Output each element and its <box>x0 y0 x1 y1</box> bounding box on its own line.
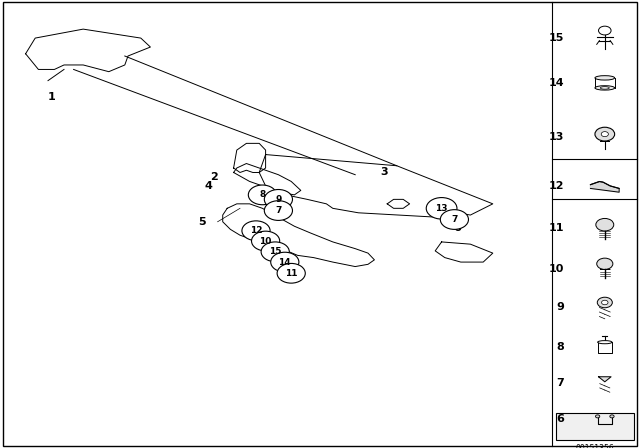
Ellipse shape <box>595 76 614 80</box>
Ellipse shape <box>598 340 612 344</box>
Ellipse shape <box>595 86 614 90</box>
Circle shape <box>252 231 280 251</box>
Text: 8: 8 <box>557 342 564 352</box>
Text: 10: 10 <box>549 264 564 274</box>
Bar <box>556 413 634 440</box>
Circle shape <box>426 198 457 219</box>
Text: 00151356: 00151356 <box>575 444 614 448</box>
Text: 6: 6 <box>454 224 461 233</box>
Text: 12: 12 <box>549 181 564 191</box>
Text: 4: 4 <box>204 181 212 191</box>
Circle shape <box>248 185 276 205</box>
Text: 9: 9 <box>557 302 564 312</box>
Circle shape <box>596 219 614 231</box>
Text: 7: 7 <box>557 378 564 388</box>
Text: 13: 13 <box>549 132 564 142</box>
Circle shape <box>610 415 614 418</box>
Circle shape <box>261 242 289 262</box>
Text: 12: 12 <box>250 226 262 235</box>
Circle shape <box>595 415 600 418</box>
Text: 10: 10 <box>259 237 272 246</box>
Circle shape <box>264 190 292 209</box>
Circle shape <box>602 300 608 305</box>
Polygon shape <box>591 181 619 192</box>
Circle shape <box>271 252 299 272</box>
Text: 11: 11 <box>549 224 564 233</box>
Circle shape <box>264 201 292 220</box>
Circle shape <box>598 26 611 35</box>
Circle shape <box>597 297 612 308</box>
Text: 5: 5 <box>198 217 205 227</box>
Text: 15: 15 <box>269 247 282 256</box>
Text: 14: 14 <box>549 78 564 88</box>
Circle shape <box>601 132 609 137</box>
Circle shape <box>242 221 270 241</box>
Text: 1: 1 <box>47 92 55 102</box>
Polygon shape <box>598 377 611 382</box>
Text: 13: 13 <box>435 204 448 213</box>
Text: 3: 3 <box>380 168 388 177</box>
Text: 6: 6 <box>557 414 564 424</box>
Text: 8: 8 <box>259 190 266 199</box>
Text: 7: 7 <box>275 206 282 215</box>
Circle shape <box>595 127 614 141</box>
Text: 14: 14 <box>278 258 291 267</box>
Text: 9: 9 <box>275 195 282 204</box>
Circle shape <box>440 210 468 229</box>
Text: 2: 2 <box>211 172 218 182</box>
Text: 15: 15 <box>549 33 564 43</box>
Circle shape <box>277 263 305 283</box>
Text: 11: 11 <box>285 269 298 278</box>
Circle shape <box>596 258 613 269</box>
Text: 7: 7 <box>451 215 458 224</box>
